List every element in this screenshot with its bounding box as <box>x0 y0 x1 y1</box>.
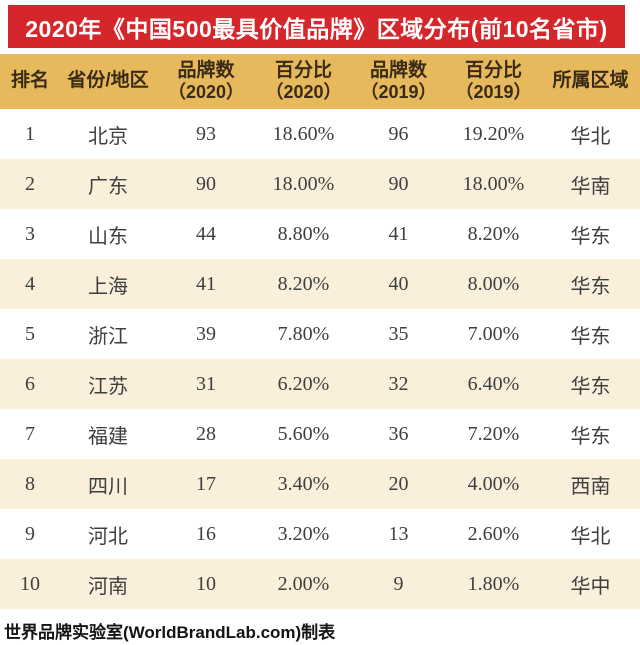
table-row: 2 广东 90 18.00% 90 18.00% 华南 <box>0 159 640 209</box>
table-row: 4 上海 41 8.20% 40 8.00% 华东 <box>0 259 640 309</box>
cell-pct-2020: 7.80% <box>256 309 351 359</box>
cell-rank: 7 <box>0 409 60 459</box>
page-title: 2020年《中国500最具价值品牌》区域分布(前10名省市) <box>25 15 608 42</box>
cell-province: 上海 <box>60 259 156 309</box>
cell-pct-2019: 18.00% <box>446 159 541 209</box>
cell-brands-2020: 16 <box>156 509 256 559</box>
cell-pct-2020: 18.00% <box>256 159 351 209</box>
cell-brands-2020: 31 <box>156 359 256 409</box>
cell-brands-2019: 96 <box>351 109 446 159</box>
cell-province: 北京 <box>60 109 156 159</box>
title-banner: 2020年《中国500最具价值品牌》区域分布(前10名省市) <box>8 5 625 48</box>
cell-brands-2019: 40 <box>351 259 446 309</box>
cell-pct-2019: 1.80% <box>446 559 541 609</box>
cell-pct-2020: 3.20% <box>256 509 351 559</box>
table-row: 10 河南 10 2.00% 9 1.80% 华中 <box>0 559 640 609</box>
table-row: 9 河北 16 3.20% 13 2.60% 华北 <box>0 509 640 559</box>
cell-rank: 4 <box>0 259 60 309</box>
cell-province: 福建 <box>60 409 156 459</box>
cell-brands-2020: 39 <box>156 309 256 359</box>
page: 2020年《中国500最具价值品牌》区域分布(前10名省市) 排名 省份/地区 品牌… <box>0 5 640 643</box>
cell-pct-2020: 8.20% <box>256 259 351 309</box>
source-credit: 世界品牌实验室(WorldBrandLab.com)制表 <box>4 623 336 642</box>
cell-brands-2019: 32 <box>351 359 446 409</box>
cell-rank: 9 <box>0 509 60 559</box>
cell-rank: 8 <box>0 459 60 509</box>
table-row: 8 四川 17 3.40% 20 4.00% 西南 <box>0 459 640 509</box>
table-row: 3 山东 44 8.80% 41 8.20% 华东 <box>0 209 640 259</box>
cell-brands-2019: 90 <box>351 159 446 209</box>
cell-region: 华东 <box>541 309 640 359</box>
column-header-brands-2019: 品牌数 （2019） <box>351 54 446 109</box>
cell-province: 江苏 <box>60 359 156 409</box>
cell-brands-2020: 90 <box>156 159 256 209</box>
cell-region: 华南 <box>541 159 640 209</box>
cell-brands-2020: 44 <box>156 209 256 259</box>
cell-pct-2019: 8.00% <box>446 259 541 309</box>
cell-brands-2020: 17 <box>156 459 256 509</box>
brand-distribution-table: 排名 省份/地区 品牌数 （2020） 百分比 （2020） 品牌数 （2019） 百分比 （20… <box>0 54 640 609</box>
cell-pct-2020: 8.80% <box>256 209 351 259</box>
cell-province: 浙江 <box>60 309 156 359</box>
cell-brands-2020: 28 <box>156 409 256 459</box>
cell-pct-2019: 2.60% <box>446 509 541 559</box>
cell-brands-2020: 10 <box>156 559 256 609</box>
cell-region: 华东 <box>541 209 640 259</box>
column-header-rank: 排名 <box>0 54 60 109</box>
cell-brands-2019: 35 <box>351 309 446 359</box>
cell-province: 河南 <box>60 559 156 609</box>
cell-brands-2019: 20 <box>351 459 446 509</box>
cell-pct-2020: 3.40% <box>256 459 351 509</box>
table-row: 6 江苏 31 6.20% 32 6.40% 华东 <box>0 359 640 409</box>
cell-pct-2019: 19.20% <box>446 109 541 159</box>
table-row: 5 浙江 39 7.80% 35 7.00% 华东 <box>0 309 640 359</box>
cell-rank: 5 <box>0 309 60 359</box>
cell-province: 四川 <box>60 459 156 509</box>
cell-brands-2019: 9 <box>351 559 446 609</box>
cell-pct-2020: 5.60% <box>256 409 351 459</box>
cell-province: 山东 <box>60 209 156 259</box>
cell-region: 西南 <box>541 459 640 509</box>
cell-brands-2020: 41 <box>156 259 256 309</box>
column-header-pct-2020: 百分比 （2020） <box>256 54 351 109</box>
table-row: 1 北京 93 18.60% 96 19.20% 华北 <box>0 109 640 159</box>
cell-rank: 3 <box>0 209 60 259</box>
cell-province: 河北 <box>60 509 156 559</box>
cell-region: 华中 <box>541 559 640 609</box>
cell-rank: 2 <box>0 159 60 209</box>
cell-brands-2020: 93 <box>156 109 256 159</box>
cell-pct-2020: 2.00% <box>256 559 351 609</box>
table-header-row: 排名 省份/地区 品牌数 （2020） 百分比 （2020） 品牌数 （2019） 百分比 （20… <box>0 54 640 109</box>
column-header-region: 所属区域 <box>541 54 640 109</box>
cell-pct-2019: 8.20% <box>446 209 541 259</box>
cell-region: 华北 <box>541 109 640 159</box>
cell-rank: 1 <box>0 109 60 159</box>
cell-pct-2019: 6.40% <box>446 359 541 409</box>
cell-rank: 6 <box>0 359 60 409</box>
cell-rank: 10 <box>0 559 60 609</box>
cell-region: 华东 <box>541 359 640 409</box>
cell-brands-2019: 41 <box>351 209 446 259</box>
column-header-province: 省份/地区 <box>60 54 156 109</box>
column-header-pct-2019: 百分比 （2019） <box>446 54 541 109</box>
cell-pct-2019: 7.20% <box>446 409 541 459</box>
cell-pct-2019: 7.00% <box>446 309 541 359</box>
cell-brands-2019: 36 <box>351 409 446 459</box>
table-row: 7 福建 28 5.60% 36 7.20% 华东 <box>0 409 640 459</box>
cell-region: 华北 <box>541 509 640 559</box>
cell-pct-2020: 6.20% <box>256 359 351 409</box>
cell-region: 华东 <box>541 409 640 459</box>
column-header-brands-2020: 品牌数 （2020） <box>156 54 256 109</box>
cell-pct-2019: 4.00% <box>446 459 541 509</box>
cell-region: 华东 <box>541 259 640 309</box>
cell-brands-2019: 13 <box>351 509 446 559</box>
cell-pct-2020: 18.60% <box>256 109 351 159</box>
cell-province: 广东 <box>60 159 156 209</box>
